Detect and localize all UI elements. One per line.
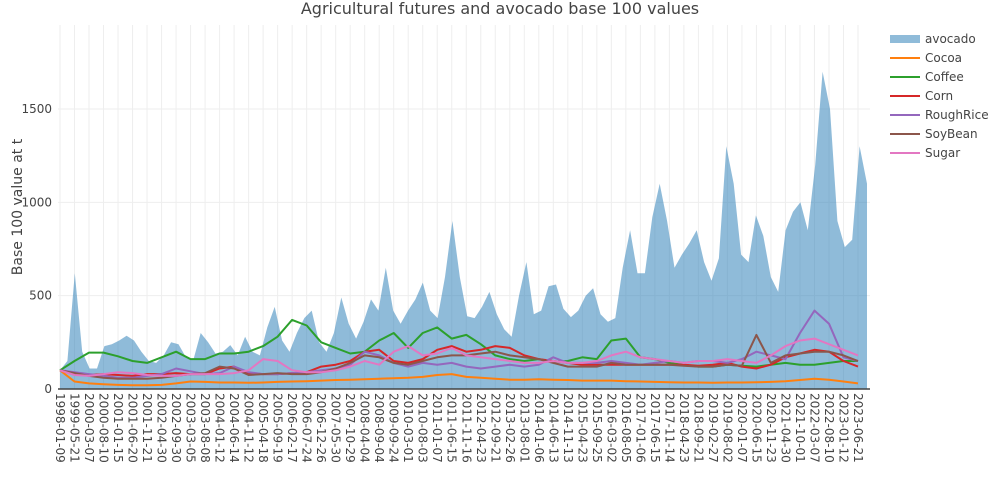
x-tick-label: 2010-08-03 (416, 393, 430, 463)
x-tick-label: 2011-01-07 (430, 393, 444, 463)
x-tick-label: 2020-06-15 (749, 393, 763, 463)
x-tick-label: 2017-01-06 (633, 393, 647, 463)
x-tick-label: 2001-01-15 (111, 393, 125, 463)
legend-label-corn: Corn (925, 89, 953, 103)
x-tick-label: 2000-03-07 (82, 393, 96, 463)
x-tick-label: 2021-04-30 (778, 393, 792, 463)
y-tick-label: 0 (44, 382, 52, 396)
series-line-roughrice (59, 309, 859, 379)
x-tick-label: 2013-08-01 (517, 393, 531, 463)
x-tick-label: 2003-03-05 (184, 393, 198, 463)
x-tick-label: 2017-11-14 (662, 393, 676, 463)
x-tick-label: 2007-10-29 (343, 393, 357, 463)
y-tick-label: 1000 (21, 195, 52, 209)
x-tick-label: 2022-03-07 (807, 393, 821, 463)
x-tick-label: 2007-05-30 (329, 393, 343, 463)
x-tick-label: 2004-01-12 (213, 393, 227, 463)
legend-label-sugar: Sugar (925, 146, 960, 160)
x-tick-label: 2014-11-13 (561, 393, 575, 463)
series-line-cocoa (59, 369, 859, 387)
avocado-area (60, 71, 867, 389)
y-tick-label: 500 (29, 289, 52, 303)
y-ticks: 0 500 1000 1500 (21, 102, 52, 396)
legend-label-roughrice: RoughRice (925, 108, 989, 122)
legend-label-avocado: avocado (925, 32, 976, 46)
x-tick-label: 2008-04-04 (358, 393, 372, 463)
x-ticks: 1998-01-09 1999-05-21 2000-03-07 2000-08-10… (53, 393, 865, 463)
series-line-sugar (59, 337, 859, 377)
x-tick-label: 2004-11-12 (242, 393, 256, 463)
y-axis-label: Base 100 value at t (10, 138, 26, 275)
x-tick-label: 2004-06-14 (227, 393, 241, 463)
gridlines (58, 25, 870, 389)
x-tick-label: 2000-08-10 (97, 393, 111, 463)
x-tick-label: 2006-02-17 (285, 393, 299, 463)
legend-label-cocoa: Cocoa (925, 51, 962, 65)
x-tick-label: 2015-04-23 (575, 393, 589, 463)
x-tick-label: 2003-08-08 (198, 393, 212, 463)
x-tick-label: 2006-12-26 (314, 393, 328, 463)
x-tick-label: 2001-11-21 (140, 393, 154, 463)
area-layer (60, 71, 867, 389)
x-tick-label: 2008-09-04 (372, 393, 386, 463)
x-tick-label: 2020-11-23 (764, 393, 778, 463)
x-tick-label: 2001-06-20 (126, 393, 140, 463)
lines-layer (59, 309, 859, 387)
x-tick-label: 2023-01-12 (836, 393, 850, 463)
x-tick-label: 2005-04-18 (256, 393, 270, 463)
x-tick-label: 2012-09-21 (488, 393, 502, 463)
x-tick-label: 2016-08-05 (619, 393, 633, 463)
x-tick-label: 2020-01-07 (735, 393, 749, 463)
x-tick-label: 2009-09-24 (387, 393, 401, 463)
legend-label-coffee: Coffee (925, 70, 964, 84)
x-tick-label: 2011-06-15 (445, 393, 459, 463)
x-tick-label: 1999-05-21 (68, 393, 82, 463)
x-tick-label: 2014-06-13 (546, 393, 560, 463)
x-tick-label: 2016-03-02 (604, 393, 618, 463)
x-tick-label: 2017-06-15 (648, 393, 662, 463)
legend: avocado Cocoa Coffee Corn RoughRice SoyBean Su… (890, 32, 989, 160)
x-tick-label: 2002-09-30 (169, 393, 183, 463)
x-tick-label: 2012-04-23 (474, 393, 488, 463)
x-tick-label: 2006-07-24 (300, 393, 314, 463)
x-tick-label: 2022-08-10 (822, 393, 836, 463)
x-tick-label: 1998-01-09 (53, 393, 67, 463)
x-tick-label: 2002-04-30 (155, 393, 169, 463)
x-tick-label: 2018-04-23 (677, 393, 691, 463)
x-tick-label: 2019-02-27 (706, 393, 720, 463)
x-tick-label: 2015-09-25 (590, 393, 604, 463)
legend-swatch-avocado (890, 35, 920, 43)
x-tick-label: 2021-10-01 (793, 393, 807, 463)
y-tick-label: 1500 (21, 102, 52, 116)
chart-title: Agricultural futures and avocado base 10… (301, 0, 699, 18)
x-tick-label: 2011-11-16 (459, 393, 473, 463)
x-tick-label: 2010-03-01 (401, 393, 415, 463)
x-tick-label: 2013-02-26 (503, 393, 517, 463)
x-tick-label: 2014-01-06 (532, 393, 546, 463)
x-tick-label: 2019-08-02 (720, 393, 734, 463)
x-tick-label: 2005-09-19 (271, 393, 285, 463)
legend-label-soybean: SoyBean (925, 127, 978, 141)
x-tick-label: 2018-09-21 (691, 393, 705, 463)
x-tick-label: 2023-06-21 (851, 393, 865, 463)
